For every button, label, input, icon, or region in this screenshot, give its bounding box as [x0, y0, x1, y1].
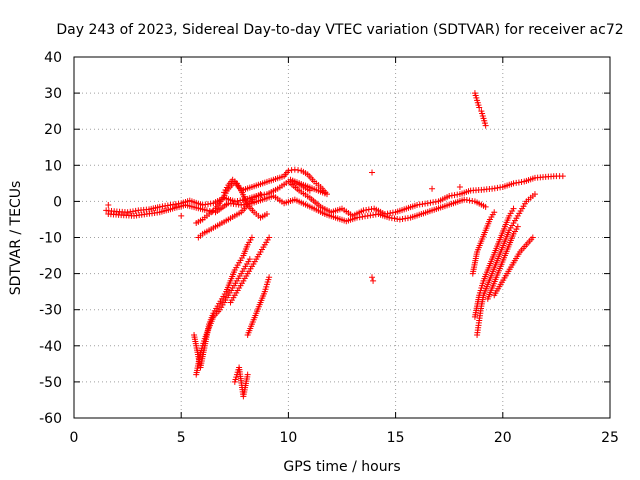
- data-point: [482, 203, 489, 210]
- data-point: [482, 122, 489, 129]
- data-point: [244, 371, 251, 378]
- data-point: [206, 208, 213, 215]
- y-tick-label: 0: [53, 194, 62, 210]
- data-point: [209, 208, 216, 215]
- data-points: [103, 90, 566, 400]
- x-tick-label: 20: [494, 430, 512, 446]
- y-axis-label: SDTVAR / TECUs: [8, 181, 24, 296]
- data-point: [263, 211, 270, 218]
- data-point: [285, 167, 292, 174]
- data-point: [105, 202, 112, 209]
- data-point: [429, 185, 436, 192]
- y-tick-labels: -60 -50 -40 -30 -20 -10 0 10 20 30 40: [39, 50, 62, 427]
- y-tick-label: 20: [44, 122, 62, 138]
- grid-lines: [74, 57, 610, 418]
- axis-ticks: [73, 56, 611, 419]
- data-point: [295, 167, 302, 174]
- x-tick-labels: 0 5 10 15 20 25: [70, 430, 619, 446]
- y-tick-label: -30: [39, 303, 62, 319]
- data-point: [531, 191, 538, 198]
- data-point: [369, 169, 376, 176]
- data-point: [257, 191, 264, 198]
- data-point: [369, 274, 376, 281]
- data-point: [510, 205, 517, 212]
- data-point: [559, 173, 566, 180]
- data-point: [306, 187, 313, 194]
- y-tick-label: 40: [44, 50, 62, 66]
- y-tick-label: -10: [39, 231, 62, 247]
- x-tick-label: 10: [279, 430, 297, 446]
- data-point: [476, 104, 483, 111]
- y-tick-label: -60: [39, 411, 62, 427]
- data-point: [514, 223, 521, 230]
- x-tick-label: 25: [601, 430, 619, 446]
- data-point: [491, 209, 498, 216]
- data-point: [288, 167, 295, 174]
- x-tick-label: 0: [70, 430, 79, 446]
- data-point: [529, 234, 536, 241]
- x-tick-label: 15: [387, 430, 405, 446]
- data-point: [266, 274, 273, 281]
- data-point: [203, 207, 210, 214]
- data-point: [248, 234, 255, 241]
- chart-title: Day 243 of 2023, Sidereal Day-to-day VTE…: [56, 22, 623, 38]
- y-tick-label: 10: [44, 158, 62, 174]
- data-point: [246, 256, 253, 263]
- y-tick-label: -50: [39, 375, 62, 391]
- data-point: [291, 166, 298, 173]
- y-tick-label: 30: [44, 86, 62, 102]
- data-point: [456, 183, 463, 190]
- y-tick-label: -40: [39, 339, 62, 355]
- y-tick-label: -20: [39, 267, 62, 283]
- x-tick-label: 5: [177, 430, 186, 446]
- x-axis-label: GPS time / hours: [283, 459, 400, 475]
- data-point: [178, 212, 185, 219]
- data-point: [266, 234, 273, 241]
- data-point: [370, 277, 377, 284]
